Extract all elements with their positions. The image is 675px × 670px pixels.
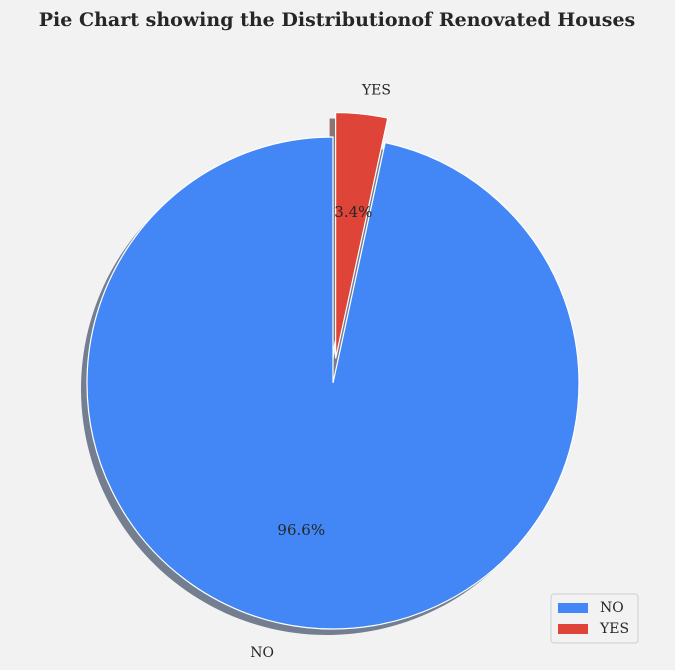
chart-title: Pie Chart showing the Distributionof Ren…	[39, 9, 635, 31]
legend-swatch-yes	[558, 624, 588, 634]
percent-label-no: 96.6%	[277, 521, 325, 539]
percent-label-yes: 3.4%	[334, 203, 372, 221]
pie-slice-no	[86, 136, 580, 630]
legend-swatch-no	[558, 603, 588, 613]
legend-label-no: NO	[600, 600, 624, 616]
slice-label-no: NO	[250, 645, 274, 661]
legend: NO YES	[550, 593, 639, 644]
legend-label-yes: YES	[599, 621, 629, 637]
slice-label-yes: YES	[361, 82, 391, 98]
pie-slice-yes	[335, 111, 389, 359]
